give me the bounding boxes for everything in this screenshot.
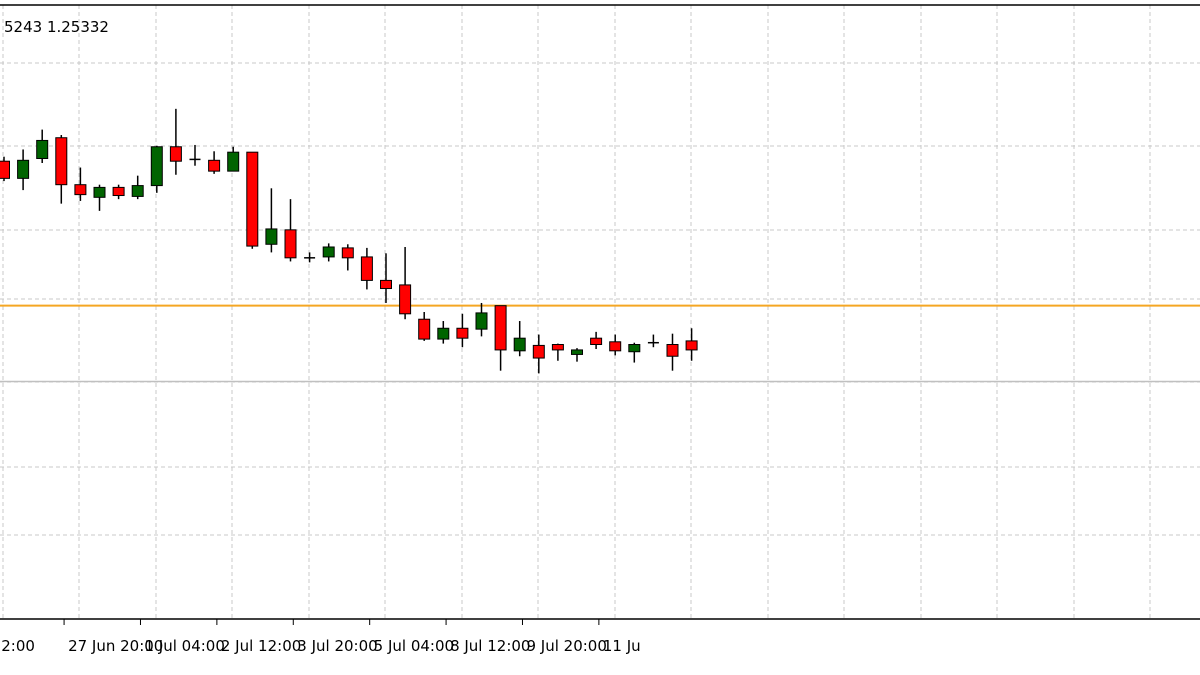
x-tick-label: 1 Jul 04:00 xyxy=(144,637,224,655)
candle[interactable] xyxy=(380,253,392,303)
candle[interactable] xyxy=(513,321,526,357)
candle[interactable] xyxy=(551,343,564,361)
candle[interactable] xyxy=(341,244,354,271)
candle[interactable] xyxy=(456,313,469,348)
candle-body-bear xyxy=(112,186,125,197)
candle[interactable] xyxy=(628,342,641,363)
candle[interactable] xyxy=(265,188,278,253)
candle[interactable] xyxy=(322,243,335,262)
candle-body-bear xyxy=(246,151,259,247)
candle-body-bear xyxy=(360,256,373,281)
x-tick-label: 27 Jun 20:00 xyxy=(68,637,163,655)
candles xyxy=(0,108,698,374)
candle-body-bear xyxy=(685,340,698,351)
candle-body-bear xyxy=(494,305,507,351)
candle[interactable] xyxy=(304,252,316,263)
ohlc-readout: 5243 1.25332 xyxy=(4,18,109,36)
candle[interactable] xyxy=(284,199,297,262)
candle[interactable] xyxy=(36,129,49,164)
candle[interactable] xyxy=(475,302,488,337)
x-axis-labels: 12:00 27 Jun 20:001 Jul 04:002 Jul 12:003… xyxy=(0,619,641,655)
candle-body-bear xyxy=(456,327,469,339)
candle-body-bull xyxy=(571,349,583,355)
x-tick-label: 2 Jul 12:00 xyxy=(221,637,301,655)
candle[interactable] xyxy=(74,167,87,201)
candle-body-bull xyxy=(437,327,450,340)
candle[interactable] xyxy=(360,247,373,290)
candle[interactable] xyxy=(17,149,30,191)
candle-body-bull xyxy=(265,228,278,245)
candle[interactable] xyxy=(189,144,201,166)
candle-body-bull xyxy=(36,139,49,159)
candle-body-bull xyxy=(513,337,526,352)
x-tick-label: 8 Jul 12:00 xyxy=(450,637,530,655)
candle[interactable] xyxy=(437,321,450,344)
candle-body-bear xyxy=(208,159,221,172)
grid xyxy=(0,5,1200,619)
candle[interactable] xyxy=(399,246,412,320)
candle-body-bear xyxy=(74,184,87,196)
candle-body-bear xyxy=(0,160,10,179)
price-lines xyxy=(0,304,1200,383)
candle[interactable] xyxy=(246,151,259,249)
candle-body-bear xyxy=(284,229,297,259)
candle[interactable] xyxy=(93,184,106,211)
candle-body-bull xyxy=(150,146,163,187)
candle[interactable] xyxy=(571,348,583,362)
candle[interactable] xyxy=(227,146,240,172)
candle-body-bear xyxy=(399,284,412,315)
candle[interactable] xyxy=(532,334,545,374)
candle-body-bull xyxy=(227,151,240,172)
candle[interactable] xyxy=(55,135,68,204)
candle[interactable] xyxy=(150,145,163,193)
candle[interactable] xyxy=(666,333,679,371)
candle[interactable] xyxy=(208,151,221,174)
candle-body-bear xyxy=(341,247,354,259)
x-tick-label: 3 Jul 20:00 xyxy=(297,637,377,655)
candle-body-bear xyxy=(532,344,545,359)
candle-body-bull xyxy=(628,344,641,353)
candle[interactable] xyxy=(609,334,622,356)
x-tick-label: 12:00 xyxy=(0,637,35,655)
candle-body-bear xyxy=(55,137,68,186)
x-tick-label: 9 Jul 20:00 xyxy=(526,637,606,655)
candle[interactable] xyxy=(494,305,507,371)
candle-body-bear xyxy=(169,146,182,162)
candle[interactable] xyxy=(590,331,603,350)
candle[interactable] xyxy=(169,108,182,175)
candle-body-bear xyxy=(609,341,622,352)
candle-body-bear xyxy=(418,318,431,340)
candle[interactable] xyxy=(418,312,431,341)
candle[interactable] xyxy=(685,328,698,361)
candle-body-bear xyxy=(666,344,679,357)
candle-body-bull xyxy=(475,312,488,330)
candle-body-bull xyxy=(322,246,335,258)
candle-body-bull xyxy=(131,185,144,197)
candle-body-bull xyxy=(17,159,30,179)
candle[interactable] xyxy=(647,334,659,348)
candle[interactable] xyxy=(112,184,125,200)
x-tick-label: 5 Jul 04:00 xyxy=(374,637,454,655)
candle-body-bull xyxy=(93,186,106,198)
candle-body-bear xyxy=(551,344,564,351)
candle[interactable] xyxy=(0,156,10,182)
candle-body-bear xyxy=(590,337,603,346)
candle[interactable] xyxy=(131,175,144,200)
candle-body-bear xyxy=(380,279,392,290)
x-tick-label: 11 Ju xyxy=(603,637,641,655)
